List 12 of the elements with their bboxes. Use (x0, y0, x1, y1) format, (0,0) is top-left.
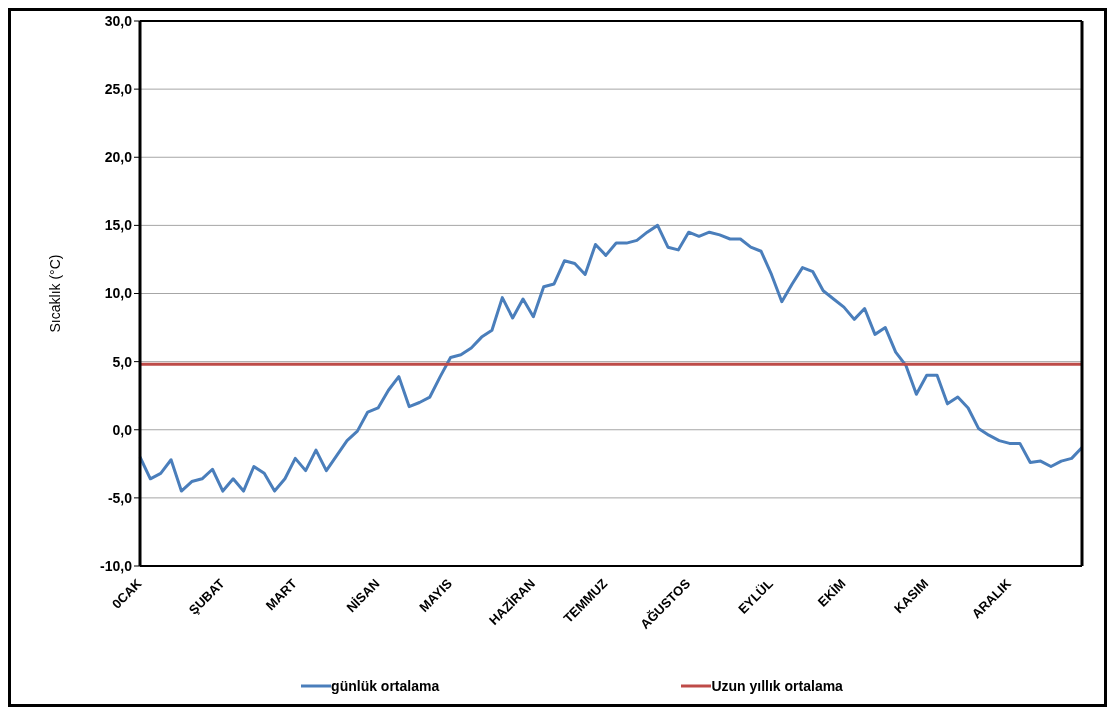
y-tick-label: 25,0 (104, 81, 133, 98)
y-tick-label: -10,0 (100, 557, 133, 574)
y-tick-label: 30,0 (104, 12, 133, 29)
y-tick-label: 10,0 (104, 285, 133, 302)
y-axis-title: Sıcaklık (°C) (46, 254, 63, 333)
y-tick-label: 5,0 (112, 353, 133, 370)
legend-label: Uzun yıllık ortalama (711, 678, 843, 694)
y-tick-label: -5,0 (107, 489, 133, 506)
y-tick-label: 15,0 (104, 217, 133, 234)
legend-label: günlük ortalama (331, 678, 440, 694)
y-tick-label: 20,0 (104, 149, 133, 166)
y-tick-label: 0,0 (112, 421, 133, 438)
